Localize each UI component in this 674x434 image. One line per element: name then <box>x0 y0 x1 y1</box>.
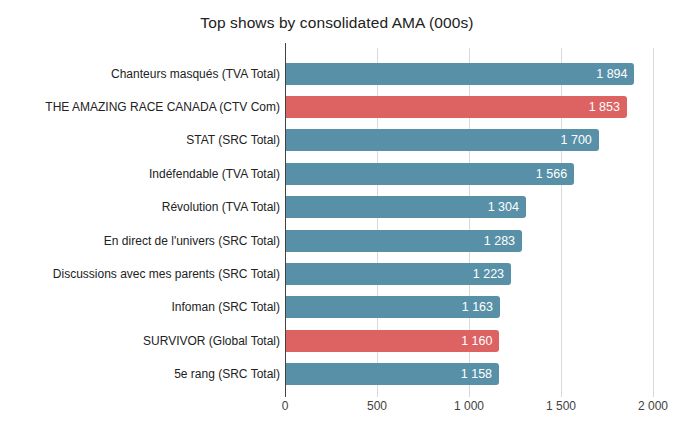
category-label: Discussions avec mes parents (SRC Total) <box>0 267 286 281</box>
x-tick-label: 1 000 <box>454 399 484 413</box>
bar: 1 158 <box>286 363 499 385</box>
bar-value-label: 1 566 <box>536 167 567 181</box>
bar-row: 5e rang (SRC Total) 1 158 <box>0 358 674 391</box>
bar: 1 700 <box>286 129 599 151</box>
bar: 1 853 <box>286 96 627 118</box>
bar-track: 1 894 <box>286 63 654 85</box>
bar-row: Infoman (SRC Total) 1 163 <box>0 291 674 324</box>
category-label: Infoman (SRC Total) <box>0 300 286 314</box>
bar-row: En direct de l'univers (SRC Total) 1 283 <box>0 224 674 257</box>
bar: 1 223 <box>286 263 511 285</box>
category-label: SURVIVOR (Global Total) <box>0 334 286 348</box>
bar-row: SURVIVOR (Global Total) 1 160 <box>0 324 674 357</box>
bar-track: 1 163 <box>286 296 654 318</box>
bar-track: 1 700 <box>286 129 654 151</box>
x-tick-label: 500 <box>367 399 387 413</box>
bar: 1 283 <box>286 230 522 252</box>
bar-track: 1 853 <box>286 96 654 118</box>
bar-value-label: 1 223 <box>473 267 504 281</box>
bar-track: 1 223 <box>286 263 654 285</box>
bar-value-label: 1 853 <box>589 100 620 114</box>
x-tick-label: 2 000 <box>638 399 668 413</box>
bar-row: STAT (SRC Total) 1 700 <box>0 124 674 157</box>
x-tick-label: 0 <box>282 399 289 413</box>
bar-value-label: 1 700 <box>561 133 592 147</box>
category-label: STAT (SRC Total) <box>0 133 286 147</box>
bar-track: 1 304 <box>286 196 654 218</box>
bar-row: Discussions avec mes parents (SRC Total)… <box>0 257 674 290</box>
bar-value-label: 1 894 <box>596 67 627 81</box>
bar-track: 1 160 <box>286 330 654 352</box>
bar: 1 566 <box>286 163 574 185</box>
category-label: THE AMAZING RACE CANADA (CTV Com) <box>0 100 286 114</box>
bar-value-label: 1 160 <box>461 334 492 348</box>
bar: 1 163 <box>286 296 500 318</box>
x-tick-label: 1 500 <box>546 399 576 413</box>
chart-title: Top shows by consolidated AMA (000s) <box>0 14 674 32</box>
bar-value-label: 1 283 <box>484 234 515 248</box>
bar: 1 894 <box>286 63 634 85</box>
bar-row: Chanteurs masqués (TVA Total) 1 894 <box>0 57 674 90</box>
bar-value-label: 1 158 <box>461 367 492 381</box>
category-label: En direct de l'univers (SRC Total) <box>0 234 286 248</box>
bar-row: THE AMAZING RACE CANADA (CTV Com) 1 853 <box>0 90 674 123</box>
bar-row: Révolution (TVA Total) 1 304 <box>0 191 674 224</box>
bar-track: 1 158 <box>286 363 654 385</box>
bar-row: Indéfendable (TVA Total) 1 566 <box>0 157 674 190</box>
category-label: Indéfendable (TVA Total) <box>0 167 286 181</box>
bar-track: 1 566 <box>286 163 654 185</box>
bar-value-label: 1 163 <box>462 300 493 314</box>
bar: 1 160 <box>286 330 499 352</box>
category-label: Révolution (TVA Total) <box>0 200 286 214</box>
bar-value-label: 1 304 <box>488 200 519 214</box>
bar-chart: Top shows by consolidated AMA (000s) Cha… <box>0 0 674 434</box>
category-label: 5e rang (SRC Total) <box>0 367 286 381</box>
bar: 1 304 <box>286 196 526 218</box>
plot-area: Chanteurs masqués (TVA Total) 1 894 THE … <box>0 57 674 391</box>
bar-track: 1 283 <box>286 230 654 252</box>
category-label: Chanteurs masqués (TVA Total) <box>0 67 286 81</box>
